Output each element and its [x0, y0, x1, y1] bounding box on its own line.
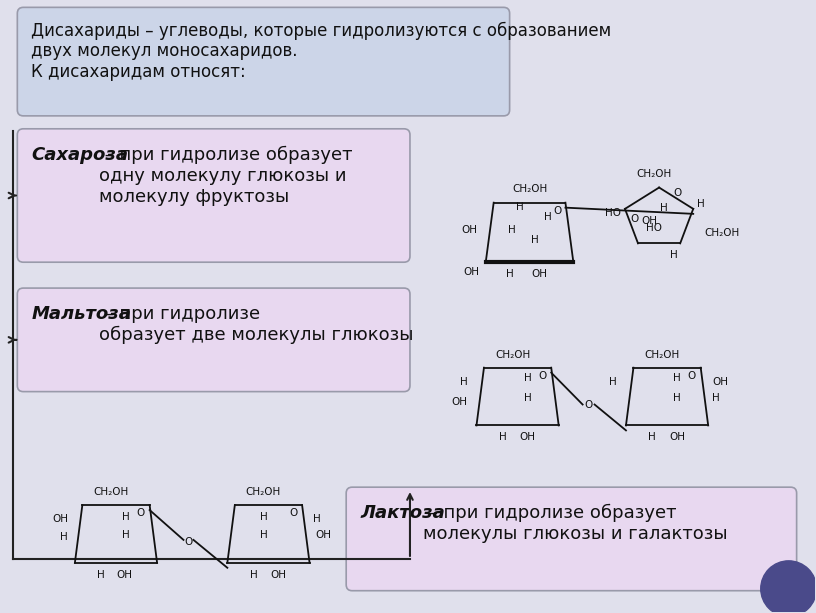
Text: H: H [60, 532, 69, 542]
Text: H: H [673, 373, 681, 383]
Text: CH₂OH: CH₂OH [246, 487, 281, 497]
FancyBboxPatch shape [346, 487, 796, 591]
Text: HO: HO [605, 208, 621, 218]
Circle shape [761, 561, 816, 613]
Text: H: H [250, 569, 257, 580]
Text: OH: OH [52, 514, 69, 524]
Text: H: H [712, 392, 720, 403]
Text: O: O [539, 371, 547, 381]
FancyBboxPatch shape [17, 7, 510, 116]
Text: H: H [259, 530, 268, 540]
Text: H: H [543, 213, 552, 223]
Text: CH₂OH: CH₂OH [495, 350, 530, 360]
Text: Дисахариды – углеводы, которые гидролизуются с образованием
двух молекул моносах: Дисахариды – углеводы, которые гидролизу… [31, 21, 611, 81]
Text: OH: OH [116, 569, 132, 580]
Text: CH₂OH: CH₂OH [645, 350, 680, 360]
Text: H: H [530, 235, 539, 245]
Text: H: H [610, 376, 617, 387]
Text: – при гидролизе
образует две молекулы глюкозы: – при гидролизе образует две молекулы гл… [99, 305, 414, 344]
Text: H: H [259, 512, 268, 522]
Text: O: O [137, 508, 145, 518]
Text: OH: OH [712, 376, 728, 387]
Text: – при гидролизе образует
молекулы глюкозы и галактозы: – при гидролизе образует молекулы глюкоз… [423, 504, 728, 543]
Text: O: O [553, 205, 561, 216]
Text: OH: OH [520, 432, 535, 443]
Text: H: H [648, 432, 656, 443]
Text: H: H [660, 204, 668, 213]
Text: OH: OH [315, 530, 331, 540]
Text: HO: HO [646, 223, 662, 234]
Text: O: O [630, 214, 638, 224]
Text: Мальтоза: Мальтоза [31, 305, 131, 323]
Text: H: H [524, 392, 531, 403]
Text: OH: OH [462, 226, 477, 235]
Text: H: H [499, 432, 507, 443]
Text: H: H [460, 376, 468, 387]
Text: H: H [506, 269, 513, 280]
Text: OH: OH [669, 432, 685, 443]
Text: H: H [97, 569, 105, 580]
Text: CH₂OH: CH₂OH [512, 184, 548, 194]
Text: OH: OH [270, 569, 286, 580]
Text: OH: OH [463, 267, 480, 277]
Text: OH: OH [531, 269, 548, 280]
Text: O: O [584, 400, 592, 409]
Text: H: H [122, 530, 130, 540]
Text: OH: OH [452, 397, 468, 406]
Text: Сахароза: Сахароза [31, 146, 128, 164]
FancyBboxPatch shape [17, 129, 410, 262]
Text: CH₂OH: CH₂OH [704, 228, 739, 238]
Text: CH₂OH: CH₂OH [93, 487, 129, 497]
Text: CH₂OH: CH₂OH [636, 169, 672, 178]
Text: H: H [508, 226, 516, 235]
Text: H: H [122, 512, 130, 522]
Text: H: H [670, 250, 678, 261]
Text: O: O [688, 371, 696, 381]
FancyBboxPatch shape [17, 288, 410, 392]
Text: – при гидролизе образует
одну молекулу глюкозы и
молекулу фруктозы: – при гидролизе образует одну молекулу г… [99, 146, 353, 205]
Text: H: H [673, 392, 681, 403]
Text: H: H [516, 202, 523, 213]
Text: Лактоза: Лактоза [360, 504, 445, 522]
Text: OH: OH [641, 216, 657, 226]
Text: H: H [524, 373, 531, 383]
Text: O: O [673, 188, 681, 197]
Text: H: H [313, 514, 321, 524]
Text: O: O [184, 537, 193, 547]
Text: H: H [697, 199, 705, 209]
Text: O: O [289, 508, 298, 518]
